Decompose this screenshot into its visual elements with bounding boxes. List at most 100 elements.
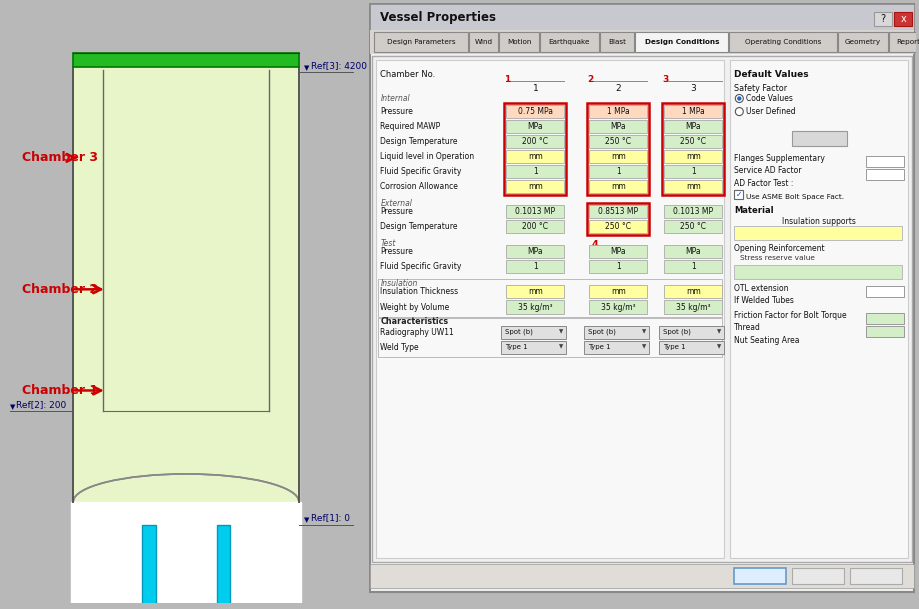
Bar [506,105,564,118]
Bar [792,568,845,584]
Text: Chamber 1: Chamber 1 [22,384,98,397]
Text: Design Temperature: Design Temperature [380,136,458,146]
Ellipse shape [74,474,299,530]
Text: AD Factor Test :: AD Factor Test : [734,179,794,188]
Text: Test: Test [380,239,396,248]
Bar [502,326,566,339]
Bar [663,102,724,195]
Bar [506,119,564,133]
Text: MPa: MPa [686,122,701,131]
Text: Spot (b): Spot (b) [505,329,533,336]
Bar [377,60,724,558]
Text: Cancel: Cancel [803,571,834,580]
Text: 250 °C: 250 °C [606,136,631,146]
Text: 1: 1 [616,262,620,272]
Text: MPa: MPa [610,247,626,256]
Text: MPa: MPa [610,122,626,131]
Bar [589,119,647,133]
Text: OTL extension: OTL extension [734,284,789,294]
Text: Weld Type: Weld Type [380,343,419,352]
Text: Vessel Properties: Vessel Properties [380,10,496,24]
Bar [664,165,722,178]
Text: User Defined: User Defined [746,107,796,116]
Text: ▼: ▼ [560,329,563,334]
Text: Radiography UW11: Radiography UW11 [380,328,454,337]
Text: mm: mm [528,152,543,161]
Text: 1 MPa: 1 MPa [607,107,630,116]
Bar [894,12,913,26]
Bar [838,32,888,52]
Bar [664,220,722,233]
Bar [850,568,902,584]
Bar [589,105,647,118]
Bar [734,226,902,240]
Text: mm: mm [611,287,626,297]
Text: mm: mm [686,152,700,161]
Text: mm: mm [686,182,700,191]
Text: 0.12: 0.12 [877,314,893,323]
Bar [587,203,650,235]
Text: x: x [901,14,906,24]
Text: Weight by Volume: Weight by Volume [380,303,449,312]
Text: mm: mm [611,182,626,191]
Bar [664,300,722,314]
Text: Opening Reinforcement: Opening Reinforcement [734,244,825,253]
Text: Design Parameters: Design Parameters [387,39,456,45]
Text: Stress reserve value: Stress reserve value [741,255,815,261]
Text: Pressure: Pressure [380,247,414,256]
Circle shape [735,94,743,102]
Bar [506,150,564,163]
Text: 1: 1 [533,262,538,272]
Text: 2: 2 [616,84,621,93]
Bar [589,205,647,218]
Bar [635,32,729,52]
Bar [589,180,647,193]
Bar [506,245,564,258]
Bar [505,102,566,195]
Text: MPa: MPa [528,247,543,256]
Bar [731,60,908,558]
Bar [379,317,722,357]
Text: 1: 1 [505,76,511,85]
Text: 2: 2 [587,76,594,85]
Text: 0.8513 MP: 0.8513 MP [598,207,639,216]
Text: 0.1013 MP: 0.1013 MP [516,207,555,216]
Text: MPa: MPa [528,122,543,131]
Bar [589,150,647,163]
Text: mm: mm [528,182,543,191]
Bar [867,286,904,297]
Text: 250 °C: 250 °C [680,136,707,146]
Polygon shape [74,67,299,502]
Text: Insulation Thickness: Insulation Thickness [380,287,459,297]
Bar [587,102,650,195]
Bar [664,105,722,118]
Text: Material: Material [734,206,774,215]
Text: Report: Report [896,39,919,45]
Text: ▼: ▼ [717,329,721,334]
Text: If Welded Tubes: If Welded Tubes [734,297,794,306]
Bar [664,286,722,298]
Bar [506,205,564,218]
Text: Ref[3]: 4200: Ref[3]: 4200 [311,61,367,70]
Text: 1: 1 [533,167,538,176]
Bar [889,32,919,52]
Bar [664,119,722,133]
Text: Wind: Wind [474,39,493,45]
Bar [372,56,913,561]
Text: Nut Seating Area: Nut Seating Area [734,336,800,345]
Text: 3: 3 [690,84,697,93]
Text: Ref[1]: 0: Ref[1]: 0 [311,513,350,523]
Text: 1: 1 [616,167,620,176]
Text: View: View [810,134,829,143]
Text: Required MAWP: Required MAWP [380,122,441,131]
Text: Flanges Supplementary: Flanges Supplementary [734,153,825,163]
Text: Pressure: Pressure [380,107,414,116]
Text: Ref[2]: 200: Ref[2]: 200 [17,400,66,409]
Bar [664,260,722,273]
Text: 4: 4 [591,240,598,250]
Text: Thread: Thread [734,323,761,331]
Text: Type 1: Type 1 [588,344,611,350]
Bar [867,169,904,180]
Text: ▼: ▼ [642,345,646,350]
Bar [730,32,837,52]
